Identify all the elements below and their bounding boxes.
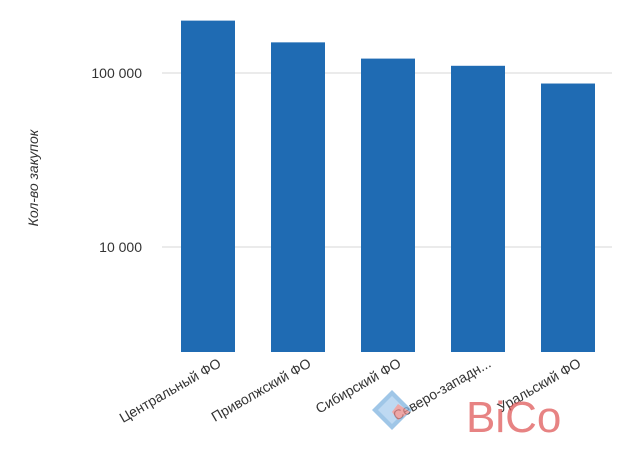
bar <box>361 58 415 353</box>
x-category-label: Приволжский ФО <box>208 355 313 425</box>
bar <box>271 42 325 353</box>
bico-watermark-logo: BiCo <box>372 390 561 442</box>
y-tick-label: 100 000 <box>91 65 142 81</box>
bar <box>541 83 595 352</box>
diamond-logo-icon <box>372 390 412 430</box>
bar <box>181 20 235 352</box>
y-axis-label: Кол-во закупок <box>25 128 41 226</box>
bar <box>451 65 505 353</box>
x-category-label: Центральный ФО <box>116 355 223 426</box>
bico-watermark-text: BiCo <box>466 393 561 442</box>
bars <box>181 20 595 353</box>
y-tick-label: 10 000 <box>99 239 142 255</box>
y-tick-labels: 10 000 100 000 <box>91 65 142 255</box>
